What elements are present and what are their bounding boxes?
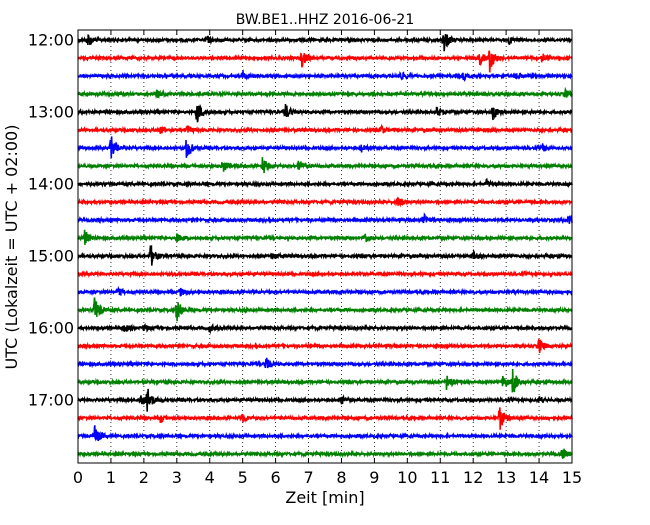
x-tick-label: 13 xyxy=(496,468,516,487)
trace-1630 xyxy=(77,357,573,369)
trace-1245 xyxy=(77,86,573,100)
y-tick-label: 17:00 xyxy=(28,391,74,410)
y-tick-label: 15:00 xyxy=(28,247,74,266)
trace-1600 xyxy=(77,322,573,335)
chart-title: BW.BE1..HHZ 2016-06-21 xyxy=(236,12,415,28)
trace-1445 xyxy=(77,229,573,245)
x-tick-label: 6 xyxy=(271,468,281,487)
y-tick-label: 12:00 xyxy=(28,31,74,50)
trace-1330 xyxy=(77,136,573,159)
x-tick-label: 2 xyxy=(139,468,149,487)
trace-1415 xyxy=(77,196,573,208)
x-tick-label: 4 xyxy=(205,468,215,487)
x-tick-label: 12 xyxy=(463,468,483,487)
trace-1200 xyxy=(77,34,573,52)
trace-1345 xyxy=(77,157,573,174)
x-tick-label: 0 xyxy=(73,468,83,487)
trace-1745 xyxy=(77,447,573,459)
trace-1715 xyxy=(77,407,573,430)
trace-1300 xyxy=(77,103,573,123)
x-axis-ticks: 0 1 2 3 4 5 6 7 8 9 10 11 12 13 14 15 xyxy=(73,30,582,487)
y-tick-label: 13:00 xyxy=(28,103,74,122)
trace-1545 xyxy=(77,297,573,322)
trace-1530 xyxy=(77,285,573,297)
x-tick-label: 1 xyxy=(106,468,116,487)
x-tick-label: 11 xyxy=(430,468,450,487)
y-tick-label: 14:00 xyxy=(28,175,74,194)
x-tick-label: 9 xyxy=(369,468,379,487)
x-axis-label: Zeit [min] xyxy=(285,488,364,507)
seismic-traces xyxy=(77,34,573,459)
x-tick-label: 7 xyxy=(303,468,313,487)
plot-frame xyxy=(77,29,573,464)
vertical-grid xyxy=(110,30,540,463)
trace-1215 xyxy=(77,50,573,73)
y-axis-label: UTC (Lokalzeit = UTC + 02:00) xyxy=(2,125,21,370)
trace-1700 xyxy=(77,388,573,412)
trace-1500 xyxy=(77,244,573,266)
x-tick-label: 14 xyxy=(529,468,549,487)
y-tick-label: 16:00 xyxy=(28,319,74,338)
trace-1430 xyxy=(77,212,573,225)
trace-1230 xyxy=(77,69,573,82)
trace-1515 xyxy=(77,269,573,279)
trace-1400 xyxy=(77,177,573,189)
x-tick-label: 15 xyxy=(562,468,582,487)
trace-1730 xyxy=(77,425,573,442)
trace-1645 xyxy=(77,368,573,393)
x-tick-label: 10 xyxy=(397,468,417,487)
trace-1315 xyxy=(77,123,573,135)
x-tick-label: 3 xyxy=(172,468,182,487)
y-axis-ticks: 12:00 13:00 14:00 15:00 16:00 17:00 xyxy=(28,31,572,410)
x-tick-label: 8 xyxy=(336,468,346,487)
x-tick-label: 5 xyxy=(238,468,248,487)
trace-1615 xyxy=(77,338,573,354)
